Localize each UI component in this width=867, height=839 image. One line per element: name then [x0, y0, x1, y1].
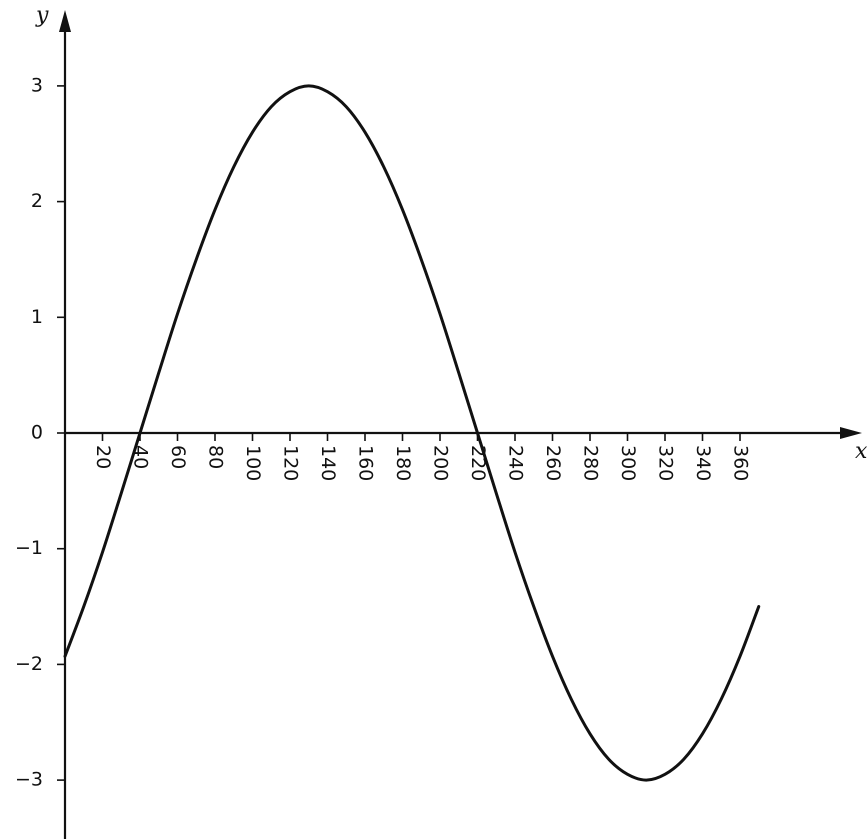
x-tick-label: 140: [317, 445, 339, 481]
x-tick-label: 180: [392, 445, 414, 481]
series-line: [63, 84, 761, 782]
y-tick-label: 3: [31, 74, 43, 96]
x-axis-label: x: [855, 439, 867, 464]
y-tick-label: 1: [31, 306, 43, 328]
x-tick-label: 320: [655, 445, 677, 481]
x-tick-label: 280: [580, 445, 602, 481]
x-tick-label: 60: [167, 445, 189, 469]
curves: [63, 84, 761, 782]
y-tick-label: −1: [15, 537, 43, 559]
x-tick-label: 160: [355, 445, 377, 481]
y-tick-label: 0: [31, 422, 43, 444]
x-tick-label: 120: [280, 445, 302, 481]
x-tick-label: 200: [430, 445, 452, 481]
x-tick-label: 260: [542, 445, 564, 481]
y-axis-arrow-icon: [59, 10, 71, 32]
x-tick-label: 240: [505, 445, 527, 481]
y-tick-label: −2: [15, 653, 43, 675]
x-tick-label: 100: [242, 445, 264, 481]
x-tick-label: 360: [730, 445, 752, 481]
x-axis-arrow-icon: [840, 427, 862, 439]
tick-labels: 20 40 60 80 100 120 140 160 180 200 220 240 260 280 30…: [15, 74, 752, 790]
y-tick-label: −3: [15, 769, 43, 791]
y-axis-label: y: [35, 3, 49, 28]
x-tick-label: 80: [205, 445, 227, 469]
y-tick-label: 2: [31, 190, 43, 212]
x-tick-label: 300: [617, 445, 639, 481]
axes: [59, 10, 862, 839]
x-tick-label: 340: [692, 445, 714, 481]
x-tick-label: 20: [92, 445, 114, 469]
